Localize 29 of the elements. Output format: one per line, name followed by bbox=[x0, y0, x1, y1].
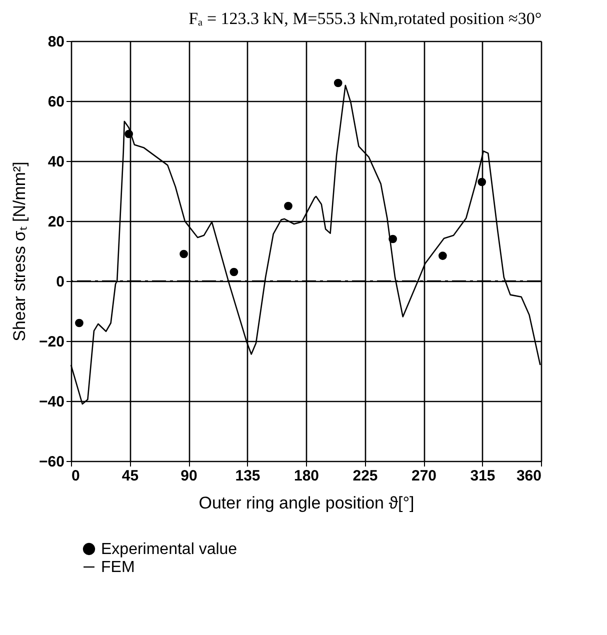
legend-label: FEM bbox=[101, 559, 135, 576]
y-tick-label: 80 bbox=[48, 34, 64, 50]
x-tick-label: 0 bbox=[72, 468, 80, 484]
x-tick-label: 45 bbox=[122, 468, 139, 484]
point bbox=[334, 78, 342, 88]
legend-label: Experimental value bbox=[101, 541, 238, 558]
x-tick-label: 315 bbox=[470, 468, 496, 484]
y-tick-label: 60 bbox=[48, 94, 64, 110]
y-tick-label: −20 bbox=[39, 334, 64, 350]
point bbox=[180, 250, 188, 258]
point bbox=[75, 318, 84, 328]
x-tick-label: 90 bbox=[180, 468, 198, 484]
y-axis-title: Shear stress σₜ [N/mm²] bbox=[10, 162, 30, 342]
x-tick-label: 360 bbox=[516, 468, 542, 484]
point bbox=[478, 178, 486, 186]
y-tick-label: 40 bbox=[48, 154, 64, 170]
y-tick-label: 20 bbox=[48, 214, 64, 230]
y-tick-label: −60 bbox=[39, 454, 64, 470]
point bbox=[230, 268, 238, 276]
chart-title: Fₐ = 123.3 kN, M=555.3 kNm,rotated position ≈30° bbox=[188, 9, 542, 28]
point bbox=[438, 252, 447, 260]
point bbox=[284, 202, 292, 210]
x-tick-label: 270 bbox=[411, 468, 437, 484]
x-tick-label: 135 bbox=[235, 468, 260, 484]
x-tick-label: 225 bbox=[352, 468, 378, 484]
y-tick-label: −40 bbox=[39, 394, 64, 410]
x-axis-title: Outer ring angle position ϑ[°] bbox=[198, 494, 414, 512]
y-tick-label: 0 bbox=[56, 274, 64, 290]
x-tick-label: 180 bbox=[294, 468, 320, 484]
